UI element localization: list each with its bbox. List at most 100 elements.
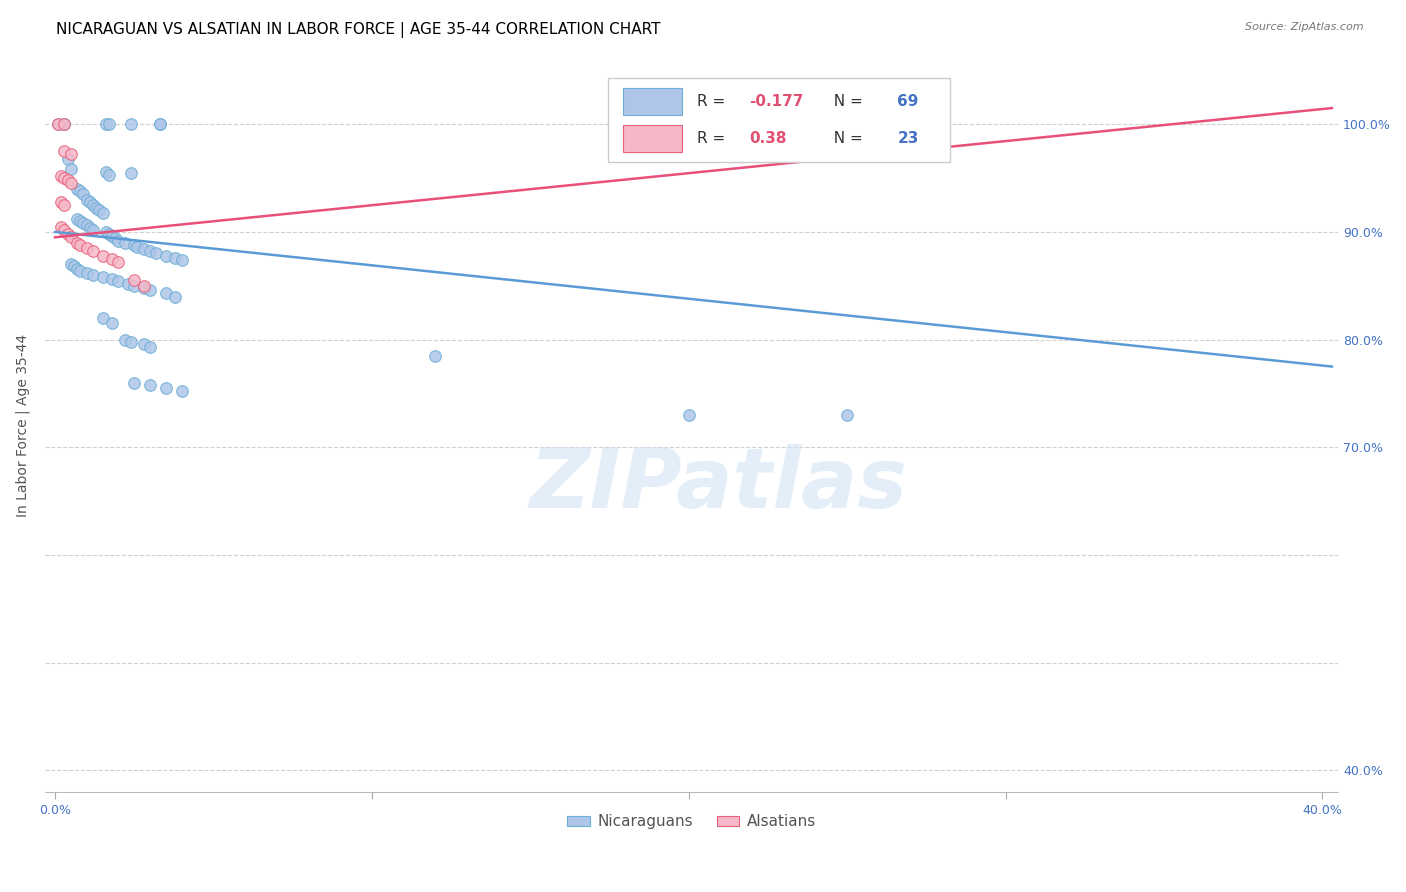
Point bbox=[91, 205, 114, 219]
Legend: Nicaraguans, Alsatians: Nicaraguans, Alsatians bbox=[561, 808, 823, 836]
Text: ZIPatlas: ZIPatlas bbox=[529, 444, 907, 524]
Point bbox=[165, 251, 187, 265]
Point bbox=[139, 340, 162, 354]
Point bbox=[107, 275, 129, 289]
Point bbox=[127, 240, 149, 254]
Point bbox=[84, 201, 107, 215]
Point bbox=[76, 193, 98, 207]
Point bbox=[79, 194, 101, 209]
Point bbox=[46, 117, 69, 131]
Point bbox=[91, 249, 114, 263]
Point bbox=[97, 168, 120, 182]
Point bbox=[145, 246, 167, 260]
Point bbox=[120, 117, 142, 131]
Text: NICARAGUAN VS ALSATIAN IN LABOR FORCE | AGE 35-44 CORRELATION CHART: NICARAGUAN VS ALSATIAN IN LABOR FORCE | … bbox=[56, 22, 661, 38]
Point bbox=[59, 162, 82, 177]
Point bbox=[69, 184, 91, 198]
Point bbox=[170, 252, 193, 267]
Point bbox=[122, 237, 145, 252]
Point bbox=[91, 311, 114, 326]
Point bbox=[89, 203, 111, 218]
Point bbox=[59, 147, 82, 161]
Point bbox=[66, 182, 89, 196]
Point bbox=[69, 214, 91, 228]
Point bbox=[53, 117, 76, 131]
Point bbox=[165, 289, 187, 303]
Point bbox=[72, 187, 94, 202]
Point bbox=[56, 152, 79, 166]
Point bbox=[94, 225, 117, 239]
Point bbox=[51, 169, 73, 183]
Point bbox=[132, 278, 155, 293]
Point bbox=[53, 198, 76, 212]
Point bbox=[132, 242, 155, 256]
Point bbox=[101, 272, 124, 286]
Point bbox=[66, 261, 89, 276]
Point bbox=[97, 227, 120, 241]
Point bbox=[56, 227, 79, 241]
FancyBboxPatch shape bbox=[623, 125, 682, 153]
Point bbox=[94, 117, 117, 131]
Text: 0.38: 0.38 bbox=[749, 131, 786, 146]
Point bbox=[132, 337, 155, 351]
Point bbox=[51, 194, 73, 209]
Point bbox=[53, 117, 76, 131]
Point bbox=[82, 268, 104, 282]
Point bbox=[69, 263, 91, 277]
Point bbox=[107, 255, 129, 269]
Point bbox=[120, 166, 142, 180]
Point bbox=[76, 266, 98, 280]
Point bbox=[139, 244, 162, 259]
Point bbox=[155, 249, 177, 263]
Point bbox=[104, 231, 127, 245]
Point bbox=[101, 252, 124, 266]
Point bbox=[148, 117, 170, 131]
Point bbox=[170, 384, 193, 399]
Text: -0.177: -0.177 bbox=[749, 94, 803, 109]
Point bbox=[79, 220, 101, 235]
Point bbox=[82, 223, 104, 237]
Point bbox=[66, 212, 89, 227]
Point bbox=[139, 377, 162, 392]
Point bbox=[97, 117, 120, 131]
Point bbox=[139, 283, 162, 297]
Point bbox=[56, 173, 79, 187]
Text: R =: R = bbox=[697, 94, 730, 109]
Point bbox=[101, 317, 124, 331]
Point bbox=[53, 144, 76, 158]
Point bbox=[678, 408, 700, 422]
Point bbox=[94, 164, 117, 178]
Point bbox=[59, 230, 82, 244]
Point bbox=[132, 281, 155, 295]
Text: 23: 23 bbox=[897, 131, 918, 146]
FancyBboxPatch shape bbox=[607, 78, 950, 162]
Point bbox=[63, 260, 86, 274]
Point bbox=[678, 117, 700, 131]
Point bbox=[59, 257, 82, 271]
Text: N =: N = bbox=[824, 131, 868, 146]
Point bbox=[425, 349, 447, 363]
Text: 69: 69 bbox=[897, 94, 918, 109]
Point bbox=[837, 408, 859, 422]
Point bbox=[148, 117, 170, 131]
Point bbox=[107, 234, 129, 248]
Y-axis label: In Labor Force | Age 35-44: In Labor Force | Age 35-44 bbox=[15, 334, 30, 517]
Point bbox=[53, 223, 76, 237]
Point bbox=[72, 216, 94, 230]
Point bbox=[51, 219, 73, 234]
Point bbox=[59, 177, 82, 191]
Point bbox=[114, 235, 136, 250]
Point bbox=[82, 198, 104, 212]
Point bbox=[82, 244, 104, 259]
Point bbox=[155, 381, 177, 395]
Point bbox=[101, 229, 124, 244]
Point bbox=[76, 241, 98, 255]
Point bbox=[122, 273, 145, 287]
Text: R =: R = bbox=[697, 131, 730, 146]
Text: N =: N = bbox=[824, 94, 868, 109]
Point bbox=[114, 333, 136, 347]
Point bbox=[46, 117, 69, 131]
Point bbox=[53, 117, 76, 131]
Point bbox=[155, 286, 177, 301]
Point bbox=[122, 376, 145, 390]
